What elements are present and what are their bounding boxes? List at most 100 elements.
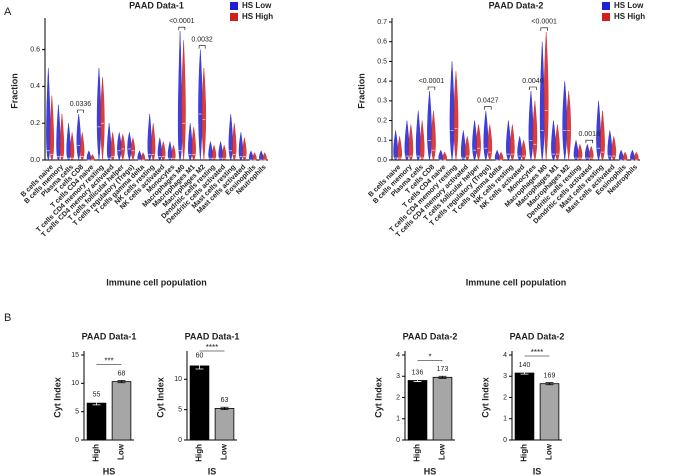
y-tick-label: 0.1 <box>377 137 387 144</box>
x-tick-label: High <box>413 444 422 462</box>
violin <box>521 139 526 161</box>
violin <box>611 136 617 161</box>
error-bar <box>220 406 229 411</box>
violin <box>127 132 132 161</box>
y-tick-label: 0.5 <box>377 58 387 65</box>
y-tick-label: 0.4 <box>30 83 40 90</box>
x-axis-label: Immune cell population <box>466 277 567 287</box>
violin <box>49 95 54 161</box>
violin <box>181 40 186 161</box>
violin <box>562 81 568 161</box>
sample-count: 140 <box>519 362 531 369</box>
legend-label: HS Low <box>614 1 644 10</box>
violin <box>584 143 590 161</box>
y-tick-label: 15 <box>71 352 79 359</box>
violin <box>600 110 605 161</box>
bracket <box>77 109 84 113</box>
p-value: 0.0018 <box>579 131 601 138</box>
violin <box>106 123 112 161</box>
y-tick-label: 10 <box>174 376 182 383</box>
panel-label: B <box>4 312 11 324</box>
violin <box>46 67 51 161</box>
error-bar <box>195 362 204 370</box>
y-tick-label: 0 <box>178 437 182 444</box>
violin <box>431 110 436 161</box>
sample-count: 169 <box>544 372 556 379</box>
sample-count: 173 <box>437 366 449 373</box>
y-axis-label: Cyt Index <box>155 377 165 418</box>
x-tick-label: High <box>92 444 101 462</box>
error-bar <box>92 401 101 406</box>
bar <box>111 381 132 441</box>
y-tick-label: 5 <box>178 406 182 413</box>
violin <box>191 126 196 161</box>
violin <box>228 113 233 161</box>
violin <box>100 77 105 161</box>
legend-swatch <box>602 2 610 10</box>
chart-title: PAAD Data-2 <box>510 331 565 341</box>
y-axis-label: Fraction <box>356 73 366 109</box>
y-tick-label: 0.6 <box>377 39 387 46</box>
violin <box>607 130 613 161</box>
violin <box>630 149 635 161</box>
violin <box>442 151 448 161</box>
legend-swatch <box>230 2 238 10</box>
violin <box>130 137 136 161</box>
chart-title: PAAD Data-1 <box>185 331 240 341</box>
y-tick-label: 1 <box>503 416 507 423</box>
x-tick-label: Low <box>117 443 126 460</box>
y-tick-label: 0.4 <box>377 78 387 85</box>
violin <box>96 67 102 161</box>
violin <box>120 133 125 161</box>
violin <box>509 124 515 161</box>
error-bar <box>413 379 422 382</box>
bracket <box>540 27 548 31</box>
y-tick-label: 0 <box>396 437 400 444</box>
violin <box>137 150 142 161</box>
p-value: 0.0336 <box>70 101 92 108</box>
x-axis-label: IS <box>208 466 217 475</box>
significance-label: **** <box>531 348 543 357</box>
error-bar <box>438 375 447 379</box>
x-tick-label: Low <box>438 443 447 460</box>
bracket <box>585 139 593 144</box>
violin <box>404 120 410 161</box>
violin <box>171 144 176 161</box>
violin <box>201 67 207 161</box>
y-tick-label: 3 <box>396 373 400 380</box>
x-axis-label: IS <box>533 466 542 475</box>
violin <box>188 123 193 161</box>
violin <box>252 152 257 161</box>
violin <box>539 41 545 161</box>
violin <box>551 120 556 161</box>
bar <box>189 365 210 441</box>
violin <box>147 113 152 161</box>
y-tick-label: 4 <box>396 352 400 359</box>
violin <box>494 149 500 161</box>
p-value: 0.0040 <box>522 78 544 85</box>
x-tick-label: High <box>520 444 529 462</box>
violin <box>248 150 254 161</box>
bar <box>407 380 428 441</box>
panel-label: A <box>4 6 12 18</box>
violin <box>167 141 173 161</box>
violin <box>238 132 244 161</box>
sample-count: 136 <box>412 369 424 376</box>
x-axis-label: Immune cell population <box>106 277 207 287</box>
bar <box>514 372 535 441</box>
bar <box>539 383 560 441</box>
y-tick-label: 0 <box>503 437 507 444</box>
y-tick-label: 0.2 <box>377 117 387 124</box>
violin <box>453 71 459 161</box>
violin <box>76 113 81 161</box>
violin <box>532 100 538 161</box>
violin <box>222 144 227 161</box>
violin <box>449 61 455 161</box>
violin <box>577 143 583 161</box>
bar <box>432 376 453 441</box>
violin <box>110 132 115 161</box>
y-tick-label: 2 <box>396 394 400 401</box>
violin <box>90 154 95 161</box>
violin <box>506 120 511 161</box>
